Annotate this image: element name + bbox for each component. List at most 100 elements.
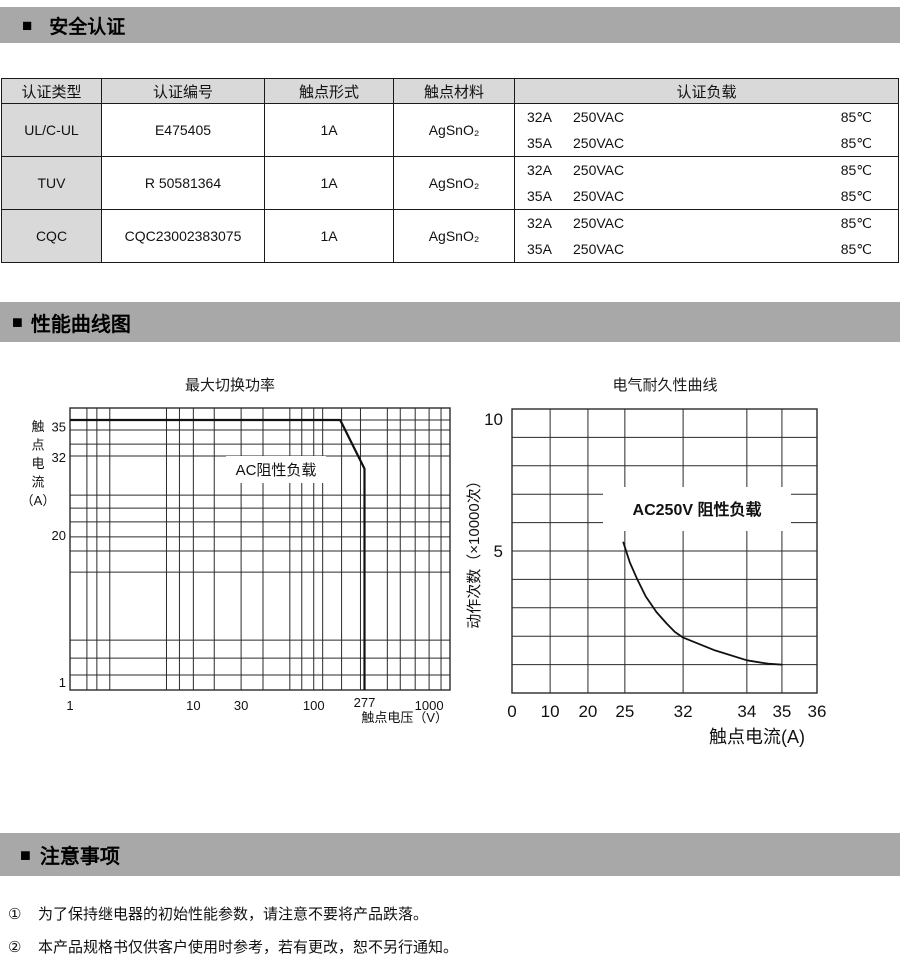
load-voltage: 250VAC	[573, 188, 625, 204]
load-voltage: 250VAC	[573, 215, 625, 231]
y-tick-label: 1	[59, 675, 66, 690]
grid-lines	[511, 408, 818, 694]
certified-load-cell: 32A 250VAC 85℃ 35A 250VAC 85℃	[514, 156, 899, 210]
contact-form-cell: 1A	[264, 156, 394, 210]
contact-material-cell: AgSnO₂	[393, 209, 515, 263]
y-axis-label: 动作次数（×10000次）	[466, 473, 483, 628]
col-header-contact-material: 触点材料	[393, 78, 515, 104]
load-line: 32A 250VAC 85℃	[515, 104, 898, 130]
cert-number-cell: R 50581364	[101, 156, 265, 210]
section-title-curves: 性能曲线图	[30, 313, 131, 336]
x-tick-label: 0	[507, 702, 516, 721]
y-tick-label: 35	[52, 420, 66, 435]
x-tick-label: 1	[66, 698, 73, 713]
y-axis-label-char: 点	[31, 438, 44, 453]
load-line: 32A 250VAC 85℃	[515, 210, 898, 236]
x-tick-label: 10	[186, 698, 200, 713]
x-tick-label: 100	[303, 698, 325, 713]
y-tick-label: 5	[494, 542, 503, 561]
chart-title-max-switching-power: 最大切换功率	[184, 377, 275, 394]
x-tick-label: 35	[772, 702, 791, 721]
plot-border	[69, 407, 451, 691]
load-voltage: 250VAC	[573, 109, 625, 125]
x-axis-label: 触点电压（V）	[361, 710, 448, 725]
table-header-row: 认证类型 认证编号 触点形式 触点材料 认证负载	[1, 78, 899, 104]
section-header-precautions: ■ 注意事项	[0, 833, 900, 876]
certification-table: 认证类型 认证编号 触点形式 触点材料 认证负载 UL/C-UL E475405 1…	[1, 78, 899, 263]
note-text: 本产品规格书仅供客户使用时参考，若有更改，恕不另行通知。	[38, 940, 459, 956]
section-header-performance-curves: ■ 性能曲线图	[0, 302, 900, 342]
cert-type-cell: TUV	[1, 156, 102, 210]
load-temperature: 85℃	[840, 240, 872, 257]
cert-number-cell: E475405	[101, 103, 265, 157]
load-line: 35A 250VAC 85℃	[515, 183, 898, 209]
cert-table-row: UL/C-UL E475405 1A AgSnO₂ 32A 250VAC 85℃ 35A 250…	[1, 103, 899, 157]
section-marker-icon: ■	[22, 15, 33, 35]
col-header-cert-number: 认证编号	[101, 78, 265, 104]
load-temperature: 85℃	[840, 108, 872, 125]
section-marker-icon: ■	[20, 844, 31, 865]
x-tick-label: 30	[234, 698, 248, 713]
grid-lines	[69, 407, 451, 691]
annotation-backdrop	[603, 487, 791, 531]
cert-number-cell: CQC23002383075	[101, 209, 265, 263]
x-tick-label: 34	[737, 702, 756, 721]
note-item: ① 为了保持继电器的初始性能参数，请注意不要将产品跌落。	[8, 905, 458, 925]
cert-table-row: TUV R 50581364 1A AgSnO₂ 32A 250VAC 85℃ 35A 250V…	[1, 156, 899, 210]
x-tick-label: 1000	[415, 698, 444, 713]
contact-form-cell: 1A	[264, 209, 394, 263]
certified-load-cell: 32A 250VAC 85℃ 35A 250VAC 85℃	[514, 103, 899, 157]
cert-type-cell: CQC	[1, 209, 102, 263]
load-current: 35A	[527, 135, 552, 151]
col-header-certified-load: 认证负载	[514, 78, 899, 104]
load-temperature: 85℃	[840, 134, 872, 151]
y-axis-label-char: 触	[31, 419, 44, 434]
load-line: 32A 250VAC 85℃	[515, 157, 898, 183]
annotation-backdrop	[226, 456, 326, 483]
load-current: 32A	[527, 162, 552, 178]
col-header-contact-form: 触点形式	[264, 78, 394, 104]
chart-annotation: AC阻性负载	[236, 462, 317, 479]
contact-material-cell: AgSnO₂	[393, 103, 515, 157]
y-tick-label: 10	[484, 410, 503, 429]
chart-title-electrical-endurance: 电气耐久性曲线	[612, 377, 718, 394]
load-line: 35A 250VAC 85℃	[515, 236, 898, 262]
load-voltage: 250VAC	[573, 162, 625, 178]
y-axis-label-char: （A）	[21, 493, 56, 508]
cert-table-row: CQC CQC23002383075 1A AgSnO₂ 32A 250VAC 85℃ 35A…	[1, 209, 899, 263]
contact-material-cell: AgSnO₂	[393, 156, 515, 210]
note-number-badge: ②	[8, 940, 22, 956]
y-tick-label: 20	[52, 528, 66, 543]
load-voltage: 250VAC	[573, 241, 625, 257]
load-limit-curve	[70, 418, 366, 690]
contact-form-cell: 1A	[264, 103, 394, 157]
x-tick-label: 25	[615, 702, 634, 721]
endurance-curve	[622, 541, 783, 666]
cert-type-cell: UL/C-UL	[1, 103, 102, 157]
y-axis-label-char: 流	[31, 475, 44, 490]
x-tick-label: 36	[808, 702, 827, 721]
note-item: ② 本产品规格书仅供客户使用时参考，若有更改，恕不另行通知。	[8, 938, 458, 958]
x-axis-label: 触点电流(A)	[709, 727, 805, 747]
load-voltage: 250VAC	[573, 135, 625, 151]
x-tick-label: 277	[354, 695, 376, 710]
x-tick-label: 32	[674, 702, 693, 721]
load-current: 32A	[527, 109, 552, 125]
note-text: 为了保持继电器的初始性能参数，请注意不要将产品跌落。	[38, 907, 429, 923]
load-temperature: 85℃	[840, 187, 872, 204]
y-tick-label: 32	[52, 450, 66, 465]
note-number-badge: ①	[8, 907, 22, 923]
section-title-safety: 安全认证	[49, 16, 126, 38]
chart-annotation: AC250V 阻性负载	[633, 500, 762, 519]
y-axis-label-char: 电	[31, 456, 44, 471]
load-temperature: 85℃	[840, 161, 872, 178]
x-tick-label: 20	[578, 702, 597, 721]
section-header-safety-certification: ■ 安全认证	[0, 7, 900, 43]
col-header-cert-type: 认证类型	[1, 78, 102, 104]
section-marker-icon: ■	[12, 312, 23, 332]
load-temperature: 85℃	[840, 214, 872, 231]
load-current: 32A	[527, 215, 552, 231]
